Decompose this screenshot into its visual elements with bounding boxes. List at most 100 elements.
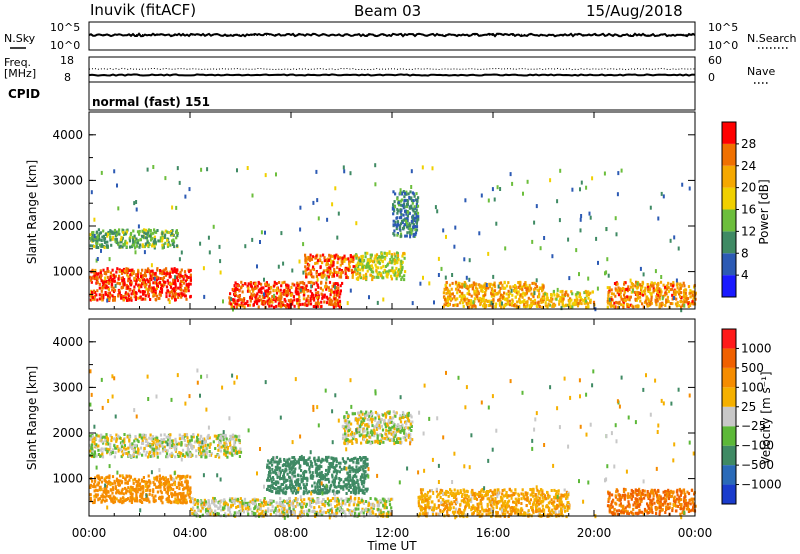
echo-cell [101,298,104,302]
echo-cell [156,478,159,482]
echo-cell [678,304,681,308]
echo-cell [224,435,227,439]
echo-cell [178,437,181,441]
echo-cell [313,459,316,463]
echo-cell [186,474,189,478]
echo-cell [275,491,278,495]
echo-cell [317,295,320,299]
echo-cell [121,236,124,240]
echo-cell [384,415,387,419]
echo-cell [688,186,691,191]
echo-cell [288,467,291,471]
echo-cell [409,234,412,239]
echo-cell [336,235,339,240]
echo-cell [491,287,494,291]
echo-cell [181,280,184,284]
echo-cell [185,283,188,287]
echo-cell [256,264,258,269]
echo-cell [158,439,161,443]
echo-cell [374,163,377,168]
echo-cell [535,304,538,308]
echo-cell [386,424,390,428]
echo-cell [372,430,375,434]
echo-cell [104,233,107,237]
echo-cell [337,490,341,494]
echo-cell [388,269,391,273]
echo-cell [148,479,151,483]
echo-cell [107,286,110,290]
echo-cell [100,433,103,437]
echo-cell [324,487,327,491]
echo-cell [156,475,159,479]
echo-cell [133,285,136,289]
echo-cell [98,439,101,443]
echo-cell [96,298,99,302]
echo-cell [268,304,271,308]
echo-cell [127,275,130,279]
echo-cell [330,456,333,460]
echo-cell [96,474,99,478]
echo-cell [110,282,113,286]
echo-cell [359,489,362,492]
echo-cell [146,498,149,502]
echo-cell [516,300,519,304]
nave-trace [88,67,696,71]
echo-cell [266,478,269,482]
echo-cell [526,300,529,304]
echo-cell [202,266,205,271]
echo-cell [219,441,222,445]
echo-cell [483,285,486,288]
echo-cell [282,477,285,481]
echo-cell [614,294,617,298]
echo-cell [615,283,618,287]
echo-cell [283,292,286,296]
echo-cell [587,305,590,309]
echo-cell [386,275,389,279]
echo-cell [103,447,106,451]
echo-cell [683,284,686,288]
echo-cell [616,282,619,286]
echo-cell [576,298,579,302]
echo-cell [576,304,580,308]
echo-cell [339,275,343,279]
echo-cell [228,301,231,305]
echo-cell [339,284,342,288]
echo-cell [164,280,167,284]
echo-cell [497,284,500,289]
echo-cell [348,262,351,266]
echo-cell [184,480,187,484]
echo-cell [185,498,188,502]
echo-cell [288,289,291,292]
echo-cell [178,257,181,262]
echo-cell [294,290,297,294]
echo-cell [159,236,162,240]
echo-cell [190,435,193,439]
echo-cell [364,277,368,281]
echo-cell [286,478,289,482]
echo-cell [356,470,359,474]
echo-cell [365,272,368,276]
echo-cell [267,292,270,296]
echo-cell [341,261,344,265]
echo-cell [208,450,211,453]
echo-cell [364,251,367,255]
echo-cell [455,287,458,291]
echo-cell [158,239,161,243]
echo-cell [496,292,499,296]
echo-cell [150,278,153,282]
echo-cell [273,460,276,464]
echo-cell [96,272,99,276]
echo-cell [404,234,407,238]
echo-cell [597,260,599,265]
echo-cell [464,198,467,203]
echo-cell [491,283,495,287]
echo-cell [189,442,192,446]
echo-cell [297,305,300,309]
echo-cell [332,456,335,460]
echo-cell [229,444,232,448]
echo-cell [336,469,339,473]
echo-cell [317,480,320,484]
echo-cell [396,251,399,255]
echo-cell [146,292,150,296]
echo-cell [324,458,327,462]
